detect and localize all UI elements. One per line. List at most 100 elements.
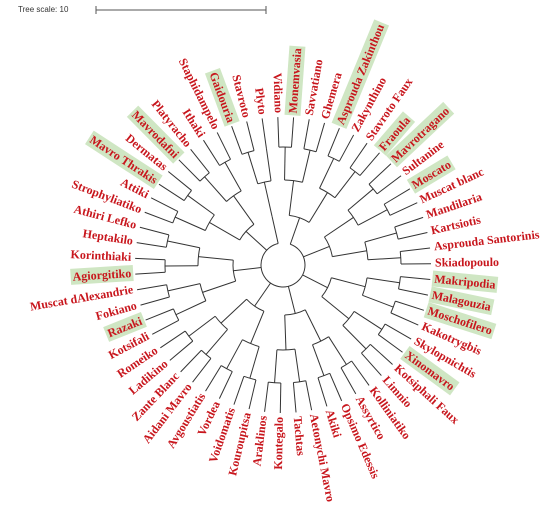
branch	[370, 343, 393, 365]
branch	[263, 181, 273, 217]
leaf: Korinthiaki	[70, 247, 132, 264]
branch	[150, 197, 179, 212]
branch	[277, 117, 280, 148]
branch	[254, 282, 271, 307]
leaf-labels: Vidiano MonemvasiaSavvatianoGhemeraAsprou…	[29, 19, 540, 503]
branch	[349, 142, 368, 169]
leaf-highlight	[70, 264, 134, 285]
leaf-label: Makripodia	[434, 272, 496, 292]
branch	[245, 231, 268, 251]
leaf-highlight	[431, 270, 499, 293]
branch-arc	[289, 214, 310, 223]
branch	[202, 280, 236, 293]
branch	[220, 298, 247, 324]
branch	[353, 310, 383, 330]
branch	[139, 226, 170, 236]
branch	[158, 183, 185, 202]
branch-arc	[342, 311, 355, 326]
branch	[216, 132, 231, 160]
branch	[167, 283, 201, 292]
branch	[145, 308, 174, 321]
branch	[135, 257, 166, 261]
branch	[334, 171, 356, 199]
branch	[398, 288, 429, 296]
branch	[209, 222, 240, 241]
branch	[187, 195, 215, 216]
branch	[347, 188, 374, 211]
leaf: Plyto	[252, 87, 270, 115]
branch	[338, 134, 355, 162]
leaf-highlight	[386, 101, 455, 168]
branch	[324, 217, 354, 238]
branch	[224, 162, 242, 192]
branch	[180, 349, 202, 373]
branch	[190, 149, 210, 174]
branch	[218, 371, 233, 399]
branch	[398, 232, 428, 240]
branch-arc	[260, 243, 306, 288]
branch	[160, 330, 186, 349]
branch-arc	[321, 277, 332, 297]
leaf-highlight	[423, 302, 497, 340]
branch	[351, 360, 370, 386]
branch	[140, 296, 170, 306]
leaf-label: Kontegalo	[271, 417, 286, 470]
branch	[290, 117, 295, 148]
branches	[135, 117, 431, 413]
branch	[368, 163, 392, 185]
branch	[395, 300, 425, 311]
leaf: Vidiano	[271, 73, 286, 114]
branch	[288, 180, 295, 216]
branch	[303, 245, 330, 258]
branch	[332, 250, 367, 258]
branch-arc	[340, 360, 352, 369]
branch	[303, 119, 310, 149]
leaf: Monemvasia	[284, 45, 306, 116]
leaf-label: Korinthiaki	[70, 247, 132, 264]
branch	[389, 202, 418, 216]
branch	[364, 232, 397, 243]
branch	[361, 352, 382, 376]
branch	[169, 340, 194, 361]
branch-arc	[284, 309, 306, 316]
branch	[328, 336, 347, 365]
branch	[378, 334, 403, 353]
branch-arc	[172, 211, 179, 224]
branch-arc	[246, 298, 265, 312]
branch-arc	[219, 158, 231, 166]
branch	[400, 276, 431, 281]
leaf-label: Tachtas	[291, 416, 308, 457]
branch	[366, 277, 400, 284]
branch-arc	[268, 381, 281, 384]
branch	[302, 274, 328, 289]
branch	[359, 152, 380, 176]
branch	[192, 358, 212, 383]
leaf-highlight	[85, 130, 163, 189]
branch	[137, 284, 167, 291]
leaf-highlight	[331, 19, 390, 129]
branch	[144, 211, 173, 224]
branch	[390, 312, 419, 326]
leaf: Agiorgitiko	[70, 264, 134, 285]
branch	[376, 175, 402, 195]
branch	[321, 296, 350, 320]
leaf: Kontegalo	[271, 417, 286, 470]
branch	[367, 257, 401, 261]
branch	[312, 344, 325, 376]
branch	[317, 377, 328, 407]
branch	[136, 242, 167, 248]
branch-arc	[312, 336, 329, 346]
branch	[394, 216, 424, 228]
leaf-highlight	[284, 45, 306, 116]
leaf-label: Agiorgitiko	[72, 266, 131, 284]
branch-arc	[276, 348, 296, 351]
leaf-label: Araklinos	[250, 414, 270, 466]
branch	[261, 118, 267, 149]
leaf-highlight	[373, 111, 416, 156]
branch	[167, 240, 200, 249]
branch	[294, 349, 301, 382]
branch	[329, 373, 343, 402]
tree-scale-label: Tree scale: 10	[18, 5, 69, 14]
branch	[204, 176, 227, 202]
branch-arc	[183, 190, 192, 201]
